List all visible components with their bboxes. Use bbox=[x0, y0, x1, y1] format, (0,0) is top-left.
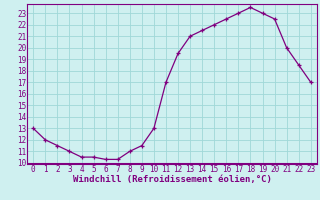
X-axis label: Windchill (Refroidissement éolien,°C): Windchill (Refroidissement éolien,°C) bbox=[73, 175, 271, 184]
